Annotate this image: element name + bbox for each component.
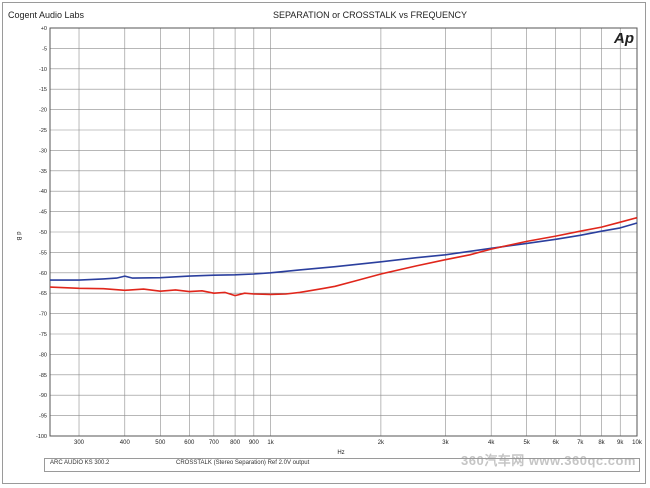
y-tick-label: -15 [39,87,47,93]
x-tick-label: 4k [488,440,495,446]
y-tick-label: -90 [39,393,47,399]
y-tick-label: -20 [39,108,47,114]
chart-title: SEPARATION or CROSSTALK vs FREQUENCY [273,10,467,20]
y-tick-label: -70 [39,312,47,318]
footer-bar [44,458,640,472]
y-tick-label: -75 [39,332,47,338]
y-tick-label: -5 [42,46,47,52]
y-tick-label: -30 [39,148,47,154]
y-tick-label: -50 [39,230,47,236]
x-tick-label: 800 [230,440,241,446]
x-tick-label: 10k [632,440,643,446]
x-tick-label: 700 [209,440,220,446]
x-tick-label: 900 [249,440,260,446]
y-tick-label: -35 [39,169,47,175]
tick-labels: 300 400 500 600 700 800 900 1k 2k 3k 4k 5k 6k 7k 8k 9k 1… [36,26,643,446]
x-tick-label: 300 [74,440,85,446]
series-line-2 [49,216,638,297]
x-tick-label: 2k [378,440,385,446]
y-tick-label: -60 [39,271,47,277]
y-tick-label: -40 [39,189,47,195]
y-tick-label: -55 [39,250,47,256]
x-tick-label: 7k [577,440,584,446]
y-tick-label: -25 [39,128,47,134]
y-axis-label: d B [15,231,21,240]
y-tick-label: -45 [39,210,47,216]
y-tick-label: -85 [39,373,47,379]
x-tick-label: 9k [617,440,624,446]
plot-border [49,27,638,437]
chart-frame [2,2,646,484]
watermark: 360汽车网 www.360qc.com [461,453,636,468]
y-tick-label: -80 [39,352,47,358]
footer-measurement: CROSSTALK (Stereo Separation) Ref 2.0V o… [176,460,310,466]
x-axis-label: Hz [337,450,344,456]
y-tick-label: -10 [39,67,47,73]
x-tick-label: 5k [524,440,531,446]
x-tick-label: 400 [120,440,131,446]
series-line-1 [50,222,638,281]
y-tick-label: +0 [41,26,47,32]
y-tick-label: -95 [39,414,47,420]
x-tick-label: 6k [553,440,560,446]
ap-logo: Ap [613,30,634,47]
y-tick-label: -65 [39,291,47,297]
series-layer [49,216,638,297]
x-tick-label: 600 [184,440,195,446]
company-name: Cogent Audio Labs [8,10,85,20]
grid [50,27,638,437]
x-tick-label: 1k [267,440,274,446]
x-tick-label: 8k [598,440,605,446]
y-tick-label: -100 [36,434,47,440]
footer-device: ARC AUDIO KS 300.2 [50,460,110,466]
x-tick-label: 3k [442,440,449,446]
x-tick-label: 500 [155,440,166,446]
